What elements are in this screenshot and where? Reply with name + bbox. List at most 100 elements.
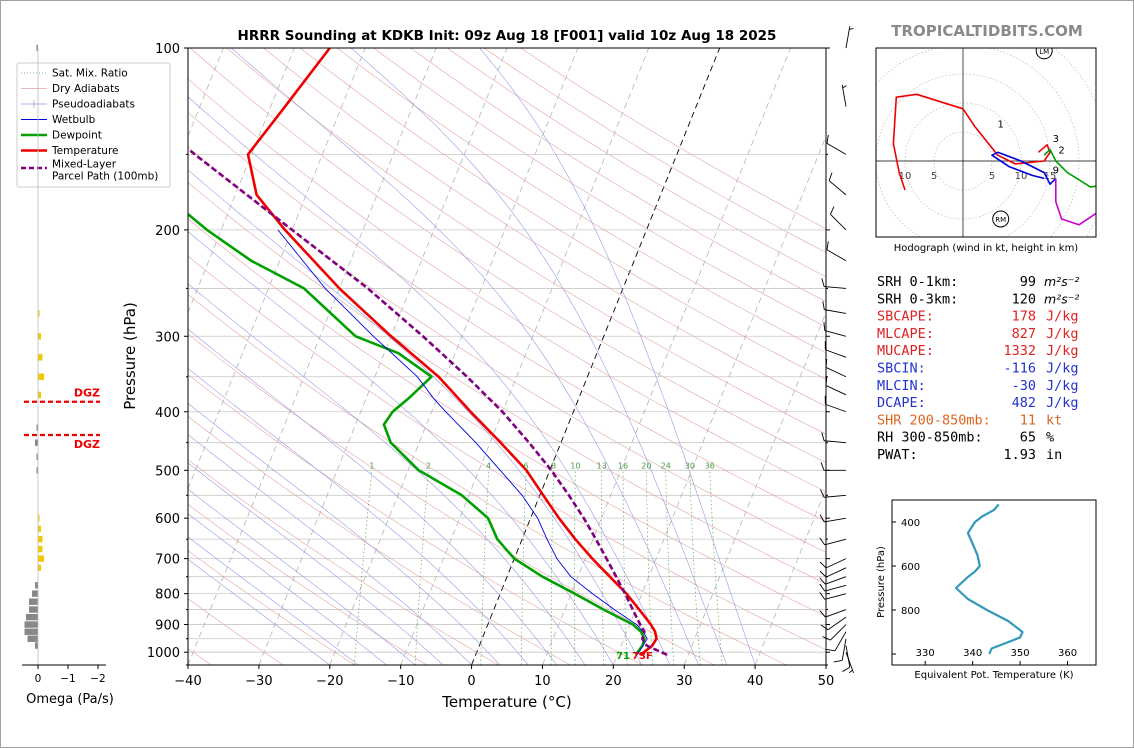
barb-flag: [819, 570, 827, 578]
dry-adiabat: [188, 550, 356, 665]
y-tick-label: 700: [155, 553, 180, 568]
dry-adiabat: [263, 48, 826, 407]
mixing-ratio-label: 16: [618, 461, 628, 470]
wind-barb: [826, 241, 847, 262]
omega-x-tick-label: −1: [60, 673, 75, 685]
mixing-ratio-label: 30: [685, 461, 695, 470]
mixing-ratio-line: [574, 470, 576, 665]
barb-shaft: [827, 616, 847, 631]
y-tick-label: 400: [155, 406, 180, 421]
isotherm: [0, 48, 11, 665]
omega-axis-label: Omega (Pa/s): [26, 692, 114, 707]
parameter-unit: J/kg: [1046, 309, 1079, 325]
dry-adiabat: [188, 598, 284, 665]
barb-shaft: [825, 567, 847, 578]
x-tick-label: 40: [747, 674, 764, 689]
omega-bar: [24, 621, 38, 628]
barb-flag: [825, 358, 828, 368]
omega-bar: [27, 635, 38, 642]
parameter-value: 1332: [1003, 343, 1036, 359]
barb-flag: [842, 666, 851, 672]
isotherm: [188, 48, 437, 665]
barb-shaft: [826, 143, 847, 155]
mixing-ratio-label: 36: [705, 461, 715, 470]
omega-bar: [38, 545, 43, 553]
isotherm: [258, 48, 508, 665]
legend-label: Temperature: [51, 145, 119, 157]
parameter-unit: %: [1046, 430, 1054, 446]
hodograph-frame: [875, 47, 1097, 238]
mixing-ratio-line: [709, 470, 723, 665]
wind-barb: [823, 322, 847, 337]
isotherm: [329, 48, 579, 665]
barb-shaft: [825, 367, 847, 378]
barb-flag: [819, 537, 826, 546]
parameter-value: -30: [1012, 378, 1036, 394]
parameter-value: -116: [1003, 361, 1036, 377]
barb-flag: [821, 432, 825, 441]
surface-temp-label: 71 73F: [616, 651, 653, 662]
parameter-value: 99: [1020, 274, 1036, 290]
legend-label: Sat. Mix. Ratio: [52, 68, 128, 80]
hodograph-trace: [892, 93, 1051, 191]
hodograph-caption: Hodograph (wind in kt, height in km): [894, 243, 1079, 254]
barb-shaft: [828, 180, 847, 196]
y-tick-label: 600: [155, 512, 180, 527]
theta-e-x-tick-label: 350: [1011, 648, 1030, 659]
barb-shaft: [830, 214, 847, 231]
barb-flag: [819, 592, 826, 600]
mixing-ratio-line: [645, 470, 653, 665]
theta-e-x-label: Equivalent Pot. Temperature (K): [914, 670, 1073, 681]
surface-dewpoint-label: 71: [616, 651, 630, 662]
x-tick-label: −40: [174, 674, 201, 689]
hodograph-height-label: 6: [1102, 177, 1108, 188]
barb-flag: [819, 561, 827, 569]
omega-x-tick-label: −2: [90, 673, 105, 685]
mixing-ratio-label: 2: [426, 461, 431, 470]
barb-shaft: [824, 538, 847, 546]
wind-barb: [819, 576, 847, 585]
barb-shaft: [824, 309, 847, 314]
hodograph-height-label: 9: [1053, 166, 1059, 177]
parameter-label: SRH 0-3km:: [877, 291, 958, 307]
omega-bar: [26, 613, 38, 621]
legend-box: [16, 62, 171, 188]
barb-shaft: [845, 26, 851, 49]
omega-bar: [38, 555, 44, 562]
mixing-ratio-label: 20: [641, 461, 651, 470]
omega-bar: [32, 590, 38, 597]
omega-bar: [35, 439, 38, 446]
x-tick-label: 0: [467, 674, 475, 689]
parameter-unit: m²s⁻²: [1044, 274, 1079, 289]
barb-flag: [830, 206, 835, 215]
omega-bar: [29, 598, 38, 605]
omega-bar: [38, 333, 41, 340]
pseudoadiabat: [188, 558, 330, 665]
wind-barb: [821, 278, 847, 289]
omega-bar: [35, 642, 38, 649]
legend-label: Pseudoadiabats: [52, 99, 135, 111]
parameter-unit: J/kg: [1046, 343, 1079, 359]
isotherm: [188, 48, 366, 490]
parameter-label: SBCAPE:: [877, 309, 934, 325]
parameter-value: 827: [1012, 326, 1036, 342]
omega-bar: [38, 391, 41, 399]
series-mixed-layer-parcel-path-mb: [188, 147, 668, 656]
barb-shaft: [845, 645, 851, 668]
barb-shaft: [841, 638, 847, 661]
x-tick-label: 10: [534, 674, 551, 689]
isotherm: [754, 487, 826, 665]
theta-e-frame: [891, 499, 1097, 666]
wind-barb: [833, 638, 847, 663]
omega-x-tick-label: 0: [35, 673, 42, 685]
isotherm: [188, 48, 295, 314]
barb-shaft: [825, 349, 847, 358]
parameter-label: SBCIN:: [877, 361, 926, 377]
legend-label: Dewpoint: [52, 130, 102, 142]
legend-label-line: Parcel Path (100mb): [52, 171, 158, 183]
barb-flag: [825, 376, 828, 386]
barb-shaft: [825, 385, 847, 396]
isotherm: [683, 311, 826, 665]
omega-bar: [36, 467, 38, 474]
mixing-ratio-label: 24: [661, 461, 671, 470]
